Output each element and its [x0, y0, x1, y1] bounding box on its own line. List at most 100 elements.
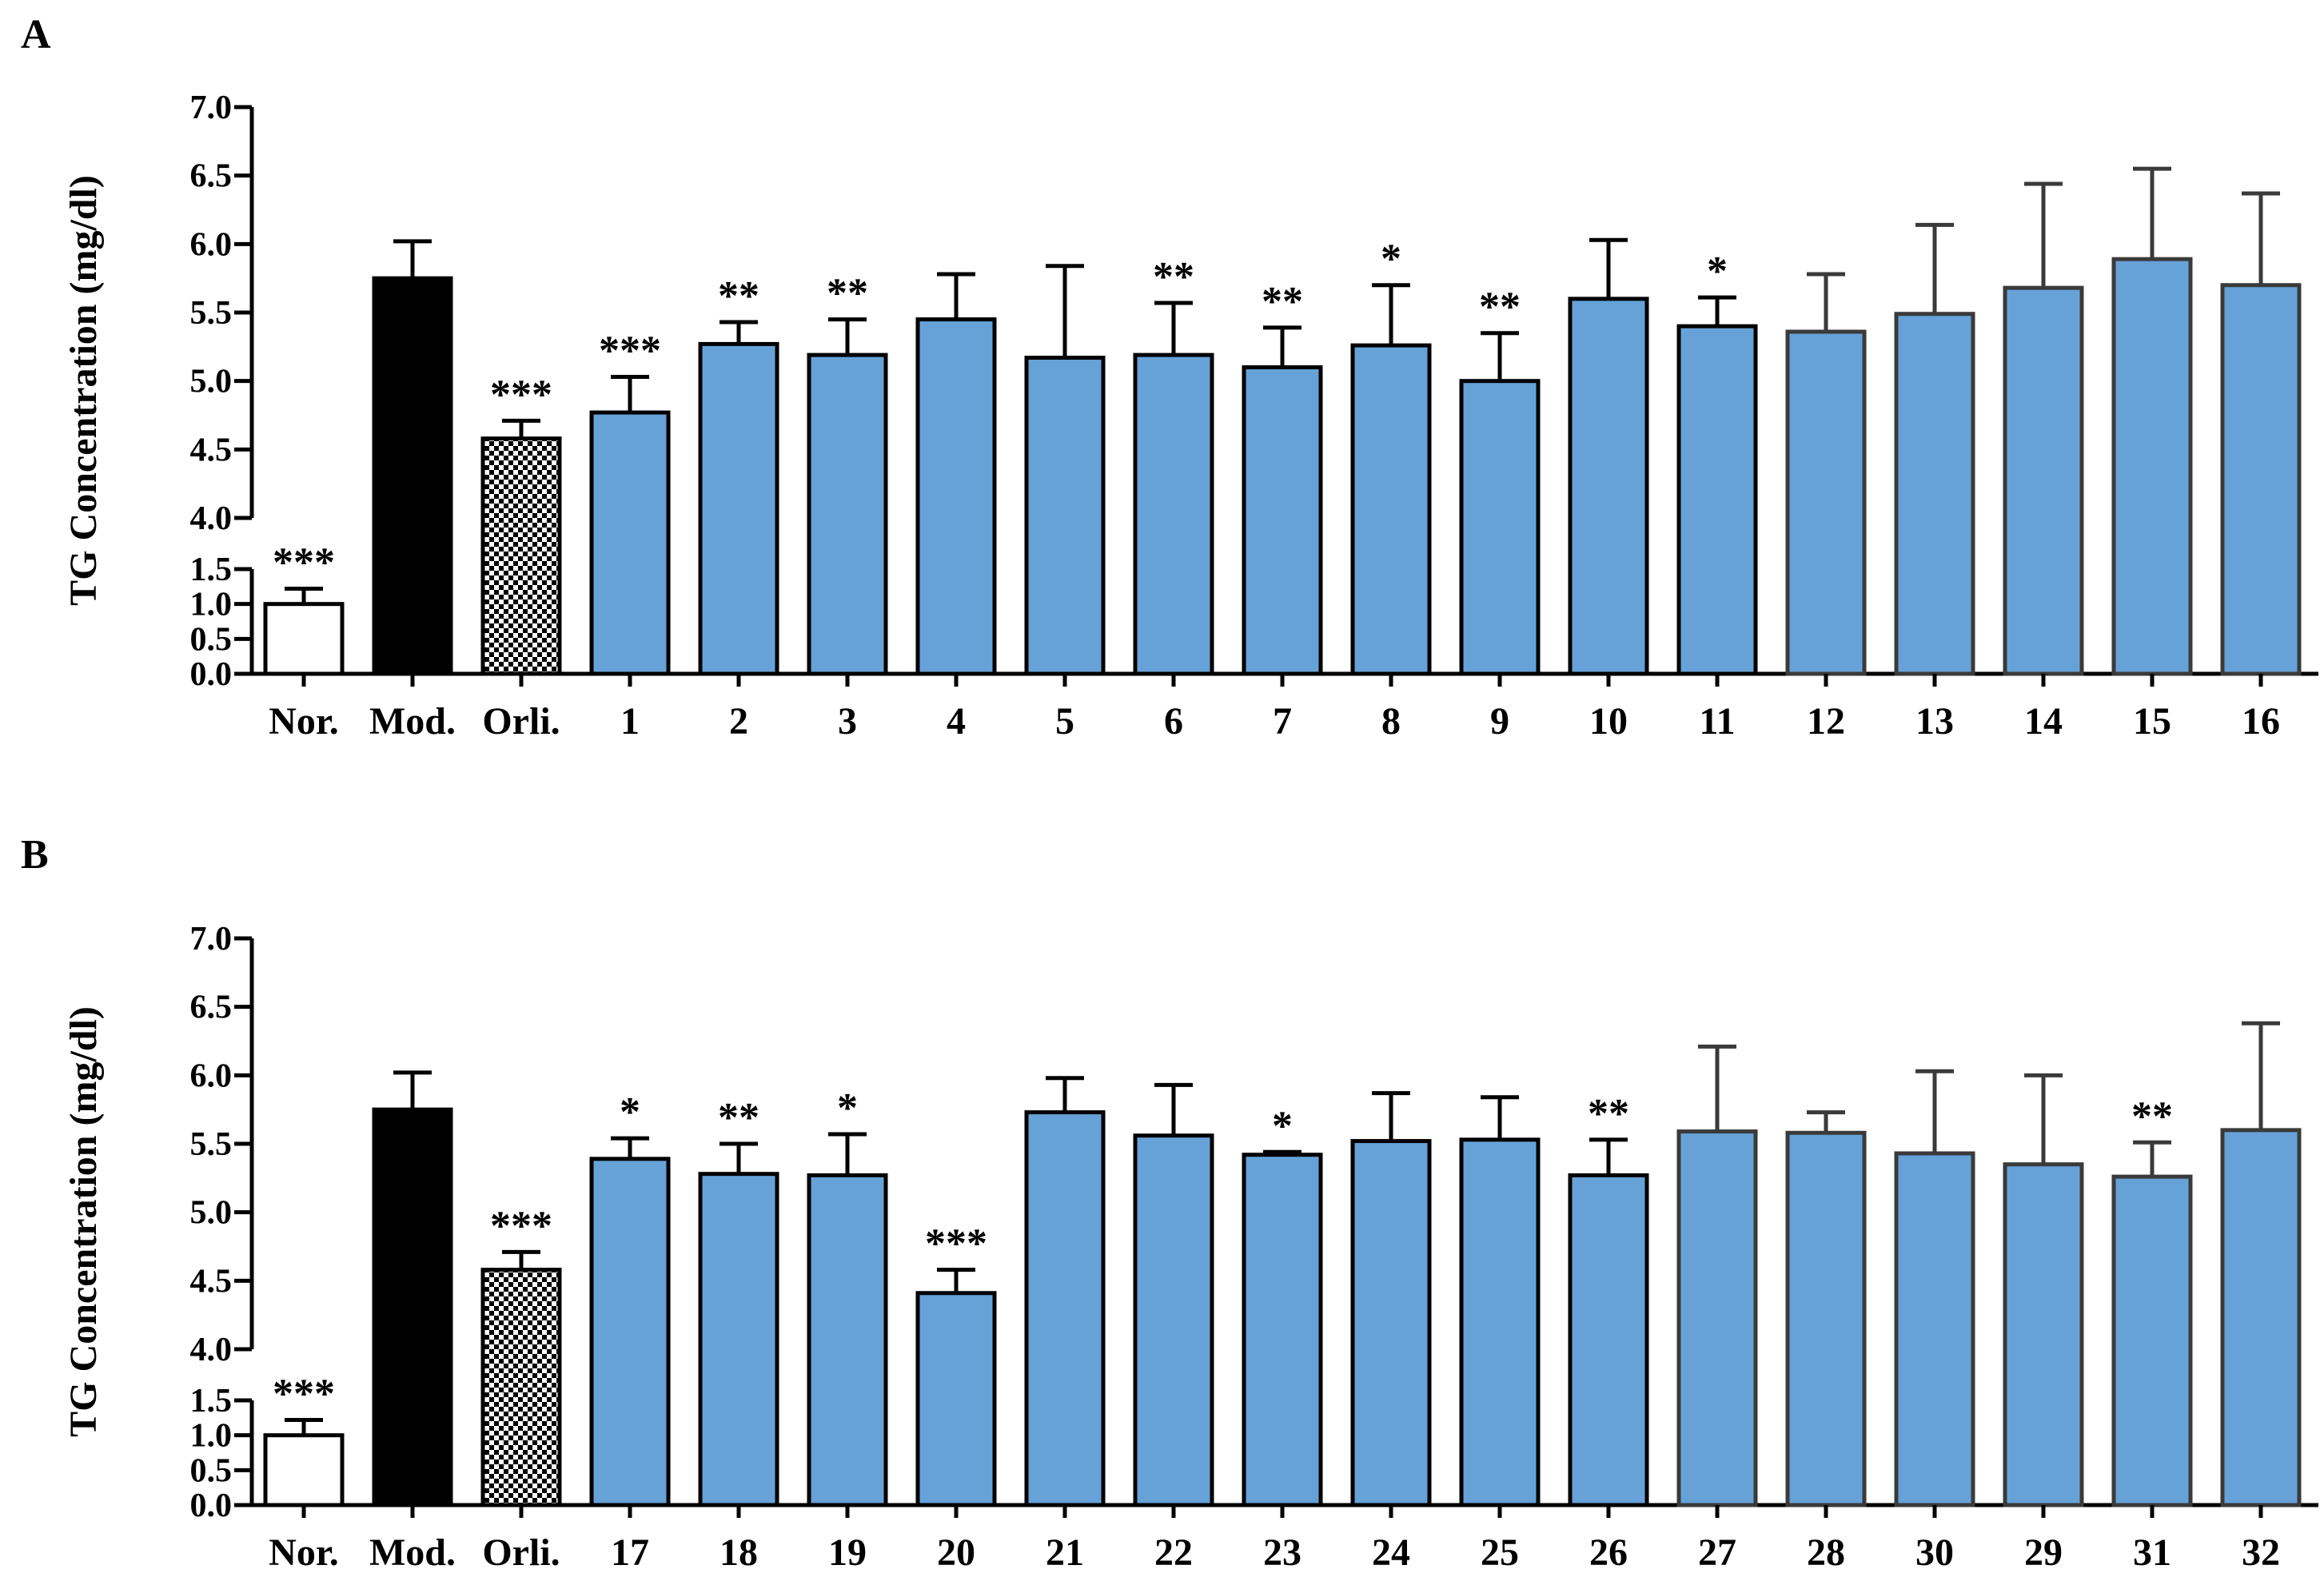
panel-letter-b: B — [21, 832, 49, 878]
significance-label: ** — [1153, 254, 1194, 300]
bar-5 — [1024, 356, 1106, 676]
x-tick-label: 29 — [2024, 1531, 2063, 1574]
x-tick-label: Mod. — [369, 700, 456, 743]
x-tick-label: 24 — [1372, 1531, 1410, 1574]
x-tick-label: 8 — [1381, 700, 1401, 743]
significance-label: *** — [490, 1203, 552, 1248]
bar-26 — [1568, 1173, 1649, 1507]
x-tick-label: Nor. — [269, 700, 339, 743]
bar-28 — [1785, 1130, 1867, 1507]
y-tick-label: 7.0 — [190, 90, 233, 126]
x-tick-label: 26 — [1589, 1531, 1628, 1574]
bar-2 — [698, 341, 779, 676]
bar-chart-b: 4.0 4.5 5.0 5.5 6.0 6.5 7.0 0.00.51.01.5 TG Conc… — [62, 921, 2318, 1574]
y-tick-label: 1.0 — [190, 587, 233, 623]
x-tick-label: 11 — [1699, 700, 1735, 743]
bar-17 — [589, 1157, 671, 1507]
x-tick-label: 21 — [1046, 1531, 1084, 1574]
x-tick-label: 18 — [720, 1531, 758, 1574]
bar-mod — [372, 1107, 453, 1507]
x-tick-label: 15 — [2133, 700, 2171, 743]
x-tick-label: 25 — [1481, 1531, 1519, 1574]
bar-18 — [698, 1172, 779, 1507]
bar-20 — [915, 1291, 997, 1507]
significance-label: *** — [925, 1221, 987, 1267]
y-tick-label: 5.5 — [190, 295, 233, 332]
x-tick-label: 17 — [611, 1531, 649, 1574]
x-tick-label: Nor. — [269, 1531, 339, 1574]
significance-label: * — [1707, 249, 1728, 294]
significance-label: * — [620, 1089, 640, 1135]
bar-nor — [263, 602, 345, 676]
y-tick-label: 6.0 — [190, 1057, 233, 1094]
x-tick-label: 12 — [1807, 700, 1845, 743]
x-tick-label: 31 — [2133, 1531, 2171, 1574]
bar-21 — [1024, 1110, 1106, 1507]
significance-label: ** — [1588, 1091, 1629, 1137]
bar-15 — [2111, 257, 2193, 676]
bar-14 — [2003, 285, 2084, 676]
y-tick-label: 6.5 — [190, 990, 233, 1026]
y-tick-label: 4.5 — [190, 1263, 233, 1300]
significance-label: ** — [718, 273, 759, 319]
significance-label: *** — [273, 540, 335, 585]
bar-1 — [589, 410, 671, 676]
significance-label: *** — [273, 1371, 335, 1416]
x-tick-label: 3 — [838, 700, 857, 743]
x-tick-label: 28 — [1807, 1531, 1845, 1574]
x-tick-label: 20 — [937, 1531, 975, 1574]
y-tick-label: 5.0 — [190, 364, 233, 400]
y-tick-label: 4.0 — [190, 500, 233, 537]
bar-10 — [1568, 297, 1649, 676]
y-tick-label: 0.5 — [190, 1452, 233, 1489]
bar-mod — [372, 276, 453, 676]
significance-label: * — [1381, 237, 1401, 282]
x-tick-label: 4 — [947, 700, 966, 743]
bar-23 — [1242, 1153, 1323, 1507]
x-tick-label: Orli. — [482, 1531, 560, 1574]
bar-24 — [1350, 1139, 1432, 1507]
significance-label: *** — [490, 372, 552, 417]
bar-chart-a: 4.0 4.5 5.0 5.5 6.0 6.5 7.0 0.00.51.01.5 TG Conc… — [62, 90, 2318, 743]
y-axis-label: TG Concentration (mg/dl) — [62, 175, 105, 606]
x-tick-label: Mod. — [369, 1531, 456, 1574]
x-tick-label: 22 — [1154, 1531, 1193, 1574]
x-tick-label: 30 — [1915, 1531, 1954, 1574]
significance-label: * — [837, 1085, 858, 1131]
bar-29 — [2003, 1162, 2084, 1507]
bar-8 — [1350, 343, 1432, 676]
y-tick-label: 1.5 — [190, 552, 233, 588]
x-tick-label: 32 — [2242, 1531, 2280, 1574]
x-tick-label: 23 — [1263, 1531, 1302, 1574]
panel-b: B 4.0 4.5 5.0 5.5 6.0 6.5 7.0 0.0 0.5 1.0 1.5 TG Co… — [0, 831, 2324, 1581]
significance-label: *** — [599, 329, 661, 374]
y-tick-label: 6.0 — [190, 226, 233, 263]
bar-19 — [807, 1173, 888, 1507]
y-tick-label: 7.0 — [190, 921, 233, 958]
x-tick-label: 6 — [1164, 700, 1183, 743]
y-tick-label: 4.0 — [190, 1332, 233, 1368]
bar-9 — [1459, 379, 1541, 676]
bar-12 — [1785, 329, 1867, 676]
y-tick-label: 5.5 — [190, 1126, 233, 1163]
bar-16 — [2220, 283, 2302, 676]
x-tick-label: 16 — [2242, 700, 2280, 743]
x-tick-label: 9 — [1490, 700, 1509, 743]
bar-orli — [480, 1268, 562, 1507]
x-tick-label: 14 — [2024, 700, 2063, 743]
significance-label: ** — [1262, 279, 1303, 325]
x-tick-label: 27 — [1698, 1531, 1736, 1574]
bar-3 — [807, 352, 888, 676]
x-tick-label: 7 — [1273, 700, 1292, 743]
bar-4 — [915, 317, 997, 676]
significance-label: * — [1272, 1103, 1293, 1149]
bar-nor — [263, 1433, 345, 1507]
x-tick-label: 1 — [620, 700, 640, 743]
y-tick-label: 1.0 — [190, 1418, 233, 1455]
panel-a: A 4.0 4.5 5.0 5.5 6.0 6.5 7.0 0.0 0.5 1.0 1.5 TG Co… — [21, 12, 2318, 743]
bar-25 — [1459, 1137, 1541, 1507]
bar-32 — [2220, 1128, 2302, 1507]
bar-22 — [1133, 1133, 1214, 1507]
y-axis-label: TG Concentration (mg/dl) — [62, 1006, 105, 1437]
y-tick-label: 0.0 — [190, 1487, 233, 1524]
